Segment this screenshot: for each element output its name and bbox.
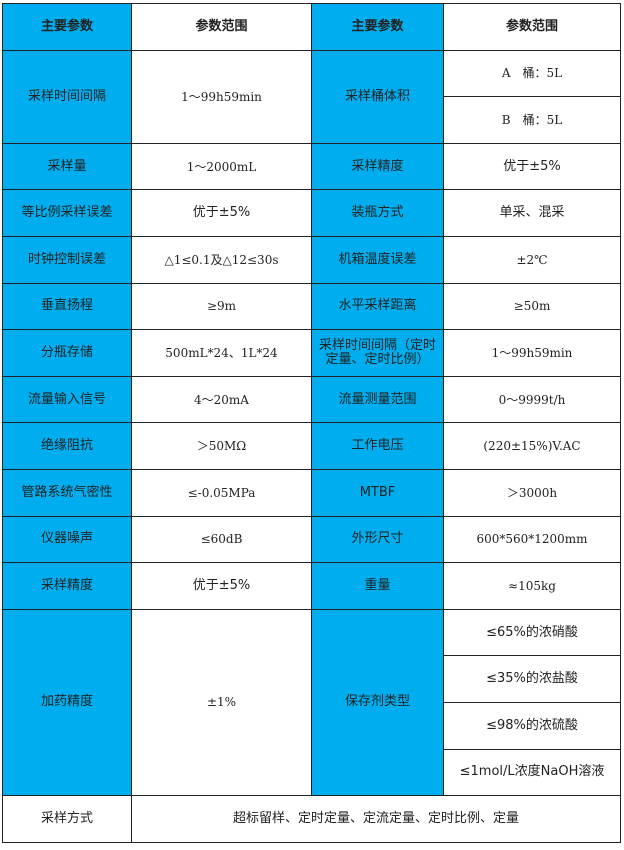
param-name: 等比例采样误差 — [2, 189, 132, 237]
param-name: 采样桶体积 — [311, 49, 444, 144]
param-value: 500mL*24、1L*24 — [131, 329, 312, 377]
param-value: ≤-0.05MPa — [131, 468, 312, 517]
param-name: 水平采样距离 — [311, 282, 444, 331]
param-name: 重量 — [311, 562, 444, 610]
header-range: 参数范围 — [131, 3, 312, 51]
param-name: 工作电压 — [311, 422, 444, 470]
table-row: 流量输入信号 4～20mA 流量测量范围 0～9999t/h — [2, 375, 621, 424]
table-row: 分瓶存储 500mL*24、1L*24 采样时间间隔（定时定量、定时比例） 1～99h… — [2, 329, 621, 377]
param-name: 加药精度 — [2, 608, 132, 797]
param-name: 外形尺寸 — [311, 515, 444, 564]
spec-table: 主要参数 参数范围 主要参数 参数范围 采样时间间隔 1～99h59min 采样… — [2, 3, 621, 843]
table-row: 垂直扬程 ≥9m 水平采样距离 ≥50m — [2, 282, 621, 331]
param-name: 保存剂类型 — [311, 608, 444, 797]
table-row: 绝缘阻抗 ＞50MΩ 工作电压 (220±15%)V.AC — [2, 422, 621, 470]
table-row: ≤1mol/L浓度NaOH溶液 — [3, 748, 621, 797]
table-row: 加药精度 ±1% 保存剂类型 ≤65%的浓硝酸 — [2, 608, 621, 797]
param-value: 600*560*1200mm — [443, 515, 621, 564]
param-name: 管路系统气密性 — [2, 468, 132, 517]
param-value: 单采、混采 — [443, 189, 621, 237]
param-name: 采样精度 — [2, 562, 132, 610]
table-row: 采样量 1～2000mL 采样精度 优于±5% — [2, 142, 621, 191]
param-name: 垂直扬程 — [2, 282, 132, 331]
param-value: 1～99h59min — [131, 49, 312, 144]
param-name: 时钟控制误差 — [2, 235, 132, 284]
table-row: 仪器噪声 ≤60dB 外形尺寸 600*560*1200mm — [2, 515, 621, 564]
param-value: ≤60dB — [131, 515, 312, 564]
table-row: 管路系统气密性 ≤-0.05MPa MTBF ＞3000h — [2, 468, 621, 517]
header-row: 主要参数 参数范围 主要参数 参数范围 — [2, 3, 621, 51]
param-value: ≥9m — [131, 282, 312, 331]
footer-row: 采样方式 超标留样、定时定量、定流定量、定时比例、定量 — [2, 795, 621, 843]
param-value: ≤65%的浓硝酸 — [443, 608, 621, 657]
param-name: 采样量 — [2, 142, 132, 191]
param-name: 装瓶方式 — [311, 189, 444, 237]
param-value: ＞3000h — [443, 468, 621, 517]
param-value: 优于±5% — [131, 189, 312, 237]
footer-name: 采样方式 — [2, 795, 132, 843]
param-value: 优于±5% — [131, 562, 312, 610]
param-value: ≤35%的浓盐酸 — [443, 655, 621, 703]
param-value: ≤98%的浓硫酸 — [443, 701, 621, 750]
param-value: 4～20mA — [131, 375, 312, 424]
table-row: 时钟控制误差 △1≤0.1及△12≤30s 机箱温度误差 ±2℃ — [2, 235, 621, 284]
header-range-2: 参数范围 — [443, 3, 621, 51]
param-value: B 桶：5L — [443, 96, 621, 144]
param-value: ≥50m — [443, 282, 621, 331]
param-name: 机箱温度误差 — [311, 235, 444, 284]
param-value: ±2℃ — [443, 235, 621, 284]
param-name: 采样时间间隔（定时定量、定时比例） — [311, 329, 444, 377]
param-name: 绝缘阻抗 — [2, 422, 132, 470]
header-param-2: 主要参数 — [311, 3, 444, 51]
footer-value: 超标留样、定时定量、定流定量、定时比例、定量 — [131, 795, 621, 843]
param-value: 1～2000mL — [131, 142, 312, 191]
param-name: MTBF — [311, 468, 444, 517]
param-name: 流量输入信号 — [2, 375, 132, 424]
param-value: △1≤0.1及△12≤30s — [131, 235, 312, 284]
param-value: (220±15%)V.AC — [443, 422, 621, 470]
table-row: 采样精度 优于±5% 重量 ≈105kg — [2, 562, 621, 610]
table-row: B 桶：5L — [3, 96, 621, 144]
param-value: ≈105kg — [443, 562, 621, 610]
param-value: ＞50MΩ — [131, 422, 312, 470]
param-value: ±1% — [131, 608, 312, 797]
param-name: 分瓶存储 — [2, 329, 132, 377]
table-row: 等比例采样误差 优于±5% 装瓶方式 单采、混采 — [2, 189, 621, 237]
param-value: A 桶：5L — [443, 49, 621, 98]
param-name: 流量测量范围 — [311, 375, 444, 424]
param-value: 0～9999t/h — [443, 375, 621, 424]
table-row: ≤35%的浓盐酸 — [3, 655, 621, 703]
param-value: ≤1mol/L浓度NaOH溶液 — [443, 748, 621, 797]
param-name: 采样时间间隔 — [2, 49, 132, 144]
table-row: 采样时间间隔 1～99h59min 采样桶体积 A 桶：5L — [2, 49, 621, 144]
param-name: 仪器噪声 — [2, 515, 132, 564]
param-name: 采样精度 — [311, 142, 444, 191]
param-value: 1～99h59min — [443, 329, 621, 377]
param-value: 优于±5% — [443, 142, 621, 191]
header-param: 主要参数 — [2, 3, 132, 51]
